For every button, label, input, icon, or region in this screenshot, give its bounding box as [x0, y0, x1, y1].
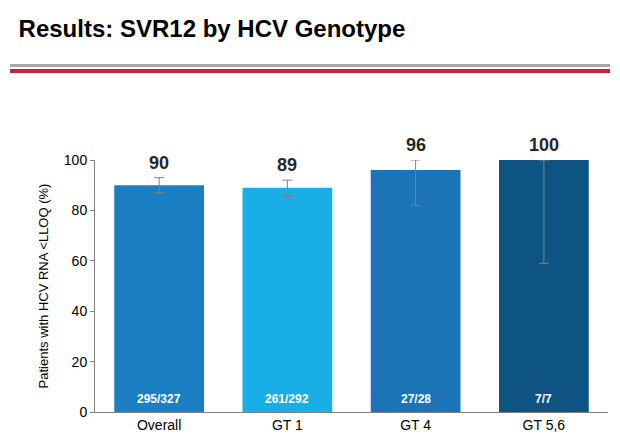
svg-text:27/28: 27/28 [401, 392, 431, 406]
svg-text:60: 60 [72, 253, 88, 269]
svg-text:295/327: 295/327 [137, 392, 181, 406]
svg-text:GT 1: GT 1 [272, 417, 303, 433]
svg-text:100: 100 [529, 135, 559, 155]
svg-text:80: 80 [72, 202, 88, 218]
svg-text:GT 4: GT 4 [400, 417, 431, 433]
svg-text:261/292: 261/292 [265, 392, 309, 406]
svg-text:90: 90 [149, 153, 169, 173]
svg-text:7/7: 7/7 [535, 392, 552, 406]
svg-text:Patients with HCV RNA <LLOQ (%: Patients with HCV RNA <LLOQ (%) [36, 184, 51, 389]
svg-text:40: 40 [72, 303, 88, 319]
svg-text:20: 20 [72, 354, 88, 370]
svg-text:Overall: Overall [137, 417, 181, 433]
svg-text:100: 100 [64, 152, 88, 168]
svg-text:0: 0 [79, 404, 87, 420]
svg-text:89: 89 [277, 155, 297, 175]
svg-text:96: 96 [406, 135, 426, 155]
svg-text:GT 5,6: GT 5,6 [523, 417, 566, 433]
svg-text:Results: SVR12 by HCV Genotype: Results: SVR12 by HCV Genotype [19, 15, 406, 42]
